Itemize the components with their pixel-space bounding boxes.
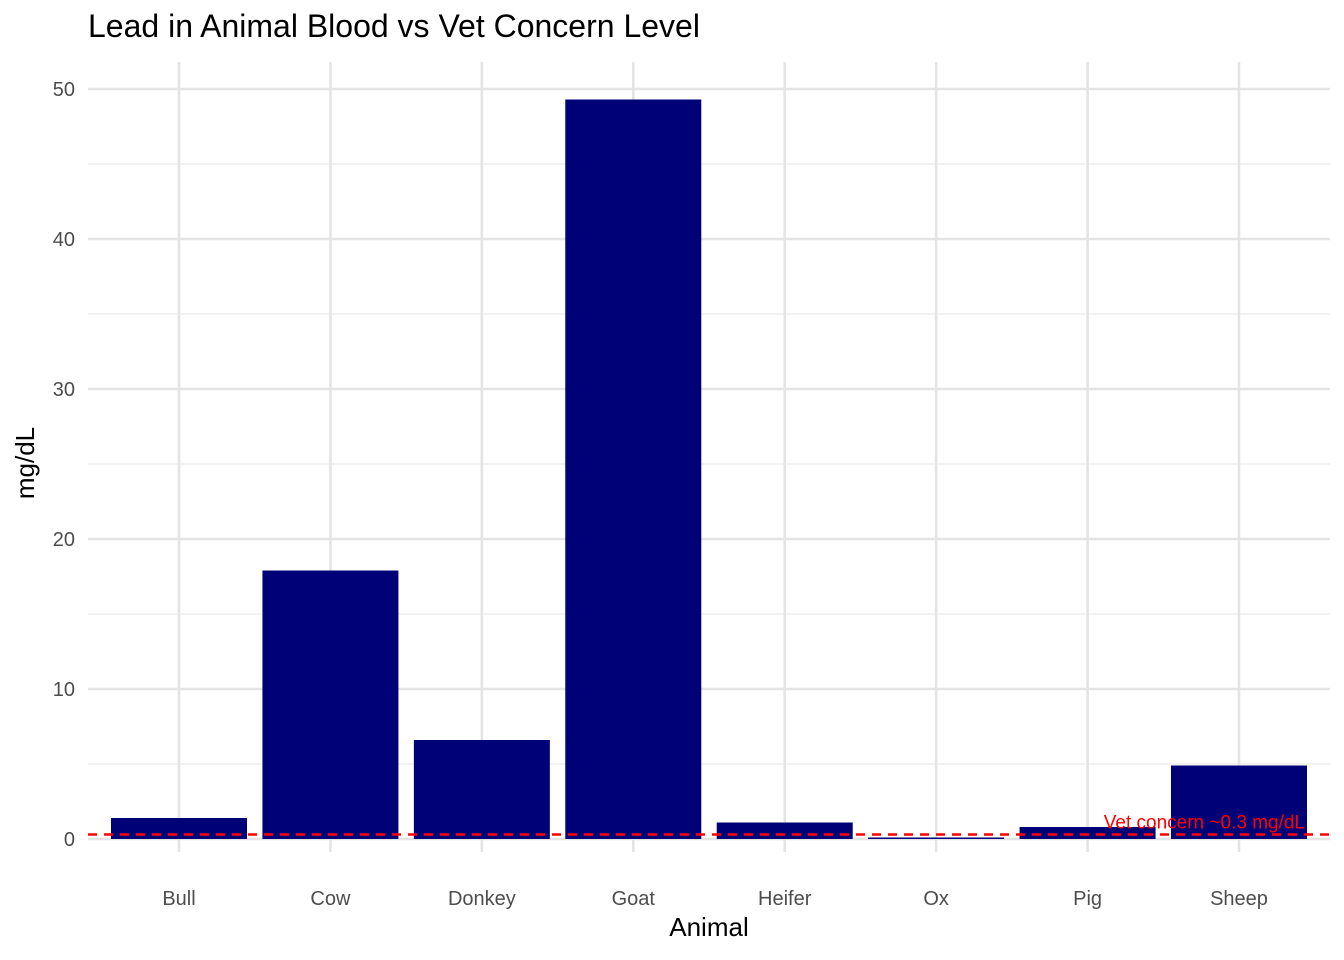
- chart-title: Lead in Animal Blood vs Vet Concern Leve…: [88, 8, 700, 44]
- bar-heifer: [716, 822, 853, 839]
- y-tick-label: 20: [53, 529, 75, 551]
- bar-donkey: [413, 740, 550, 839]
- bar-pig: [1019, 827, 1156, 839]
- y-tick-label: 40: [53, 229, 75, 251]
- y-tick-label: 30: [53, 379, 75, 401]
- x-tick-label: Sheep: [1210, 888, 1268, 910]
- bar-goat: [565, 99, 702, 839]
- y-tick-label: 0: [64, 829, 75, 851]
- bar-cow: [262, 570, 399, 839]
- x-tick-label: Goat: [612, 888, 656, 910]
- x-tick-label: Pig: [1073, 888, 1102, 910]
- x-axis-title: Animal: [669, 912, 749, 942]
- y-tick-label: 50: [53, 79, 75, 101]
- x-tick-label: Ox: [923, 888, 949, 910]
- y-tick-label: 10: [53, 679, 75, 701]
- x-tick-label: Heifer: [758, 888, 812, 910]
- x-tick-label: Bull: [162, 888, 195, 910]
- bar-ox: [868, 837, 1005, 839]
- bar-sheep: [1171, 765, 1307, 839]
- y-axis-title: mg/dL: [10, 426, 40, 500]
- bar-bull: [111, 818, 247, 839]
- x-tick-label: Cow: [310, 888, 351, 910]
- reference-line-label: Vet concern ~0.3 mg/dL: [1104, 813, 1305, 834]
- x-tick-label: Donkey: [448, 888, 516, 910]
